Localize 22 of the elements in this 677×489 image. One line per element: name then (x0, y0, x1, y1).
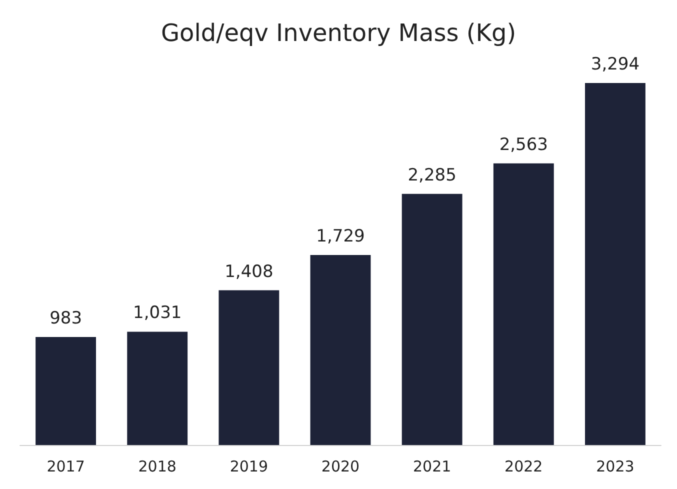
bar (218, 290, 280, 445)
bar (493, 163, 554, 445)
x-tick-label: 2017 (46, 458, 85, 476)
bar (310, 254, 371, 445)
bar (584, 83, 646, 445)
bar (402, 194, 462, 445)
x-tick-label: 2018 (138, 458, 176, 476)
x-tick-label: 2020 (321, 458, 360, 476)
data-label: 1,408 (224, 262, 274, 282)
chart-title: Gold/eqv Inventory Mass (Kg) (160, 19, 516, 47)
data-label: 983 (50, 308, 82, 328)
x-tick-label: 2021 (412, 458, 452, 476)
data-label: 1,031 (133, 303, 182, 324)
x-tick-label: 2022 (504, 458, 543, 476)
data-label: 3,294 (590, 54, 640, 74)
x-tick-label: 2023 (596, 458, 634, 476)
data-label: 2,563 (499, 134, 548, 155)
data-label: 2,285 (408, 165, 456, 186)
bar (36, 336, 96, 445)
data-label: 1,729 (316, 226, 365, 246)
bar (127, 332, 188, 445)
x-tick-label: 2019 (230, 458, 268, 476)
